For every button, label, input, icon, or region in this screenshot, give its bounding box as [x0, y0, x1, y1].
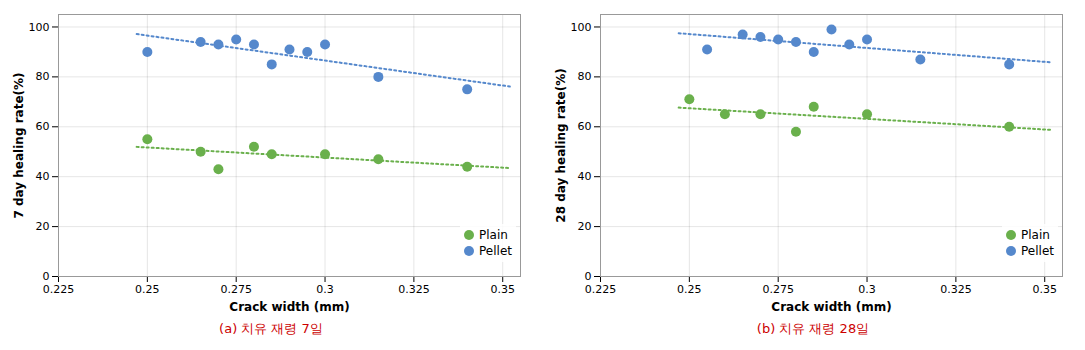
html-text:(a) 치유 재령 7일: (a) 치유 재령 7일 [219, 321, 323, 336]
svg-text:0.3: 0.3 [316, 283, 334, 296]
svg-text:0.35: 0.35 [1032, 283, 1057, 296]
svg-text:0.225: 0.225 [43, 283, 75, 296]
svg-text:0.225: 0.225 [585, 283, 617, 296]
svg-text:0.35: 0.35 [490, 283, 515, 296]
svg-text:20: 20 [36, 220, 50, 233]
svg-text:100: 100 [571, 20, 592, 33]
svg-text:80: 80 [36, 70, 50, 83]
svg-text:7 day healing rate(%): 7 day healing rate(%) [12, 72, 26, 218]
html-text:Plain: Plain [479, 228, 508, 242]
svg-text:0: 0 [43, 270, 50, 283]
svg-text:0.275: 0.275 [220, 283, 252, 296]
svg-text:60: 60 [578, 120, 592, 133]
svg-text:0.325: 0.325 [940, 283, 972, 296]
svg-text:40: 40 [36, 170, 50, 183]
svg-text:100: 100 [29, 20, 50, 33]
svg-text:0.25: 0.25 [135, 283, 160, 296]
svg-text:40: 40 [578, 170, 592, 183]
svg-text:0.25: 0.25 [677, 283, 702, 296]
svg-text:28 day healing rate(%): 28 day healing rate(%) [554, 68, 568, 222]
svg-text:80: 80 [578, 70, 592, 83]
html-text:Pellet: Pellet [1021, 244, 1054, 258]
html-text:(b) 치유 재령 28일: (b) 치유 재령 28일 [756, 321, 870, 336]
svg-text:60: 60 [36, 120, 50, 133]
svg-text:0.3: 0.3 [858, 283, 876, 296]
svg-text:0: 0 [585, 270, 592, 283]
html-text:Pellet: Pellet [479, 244, 512, 258]
svg-text:Crack width (mm): Crack width (mm) [229, 300, 349, 314]
svg-text:Crack width (mm): Crack width (mm) [771, 300, 891, 314]
html-text:Plain: Plain [1021, 228, 1050, 242]
svg-text:0.325: 0.325 [398, 283, 430, 296]
svg-text:0.275: 0.275 [762, 283, 794, 296]
svg-text:20: 20 [578, 220, 592, 233]
